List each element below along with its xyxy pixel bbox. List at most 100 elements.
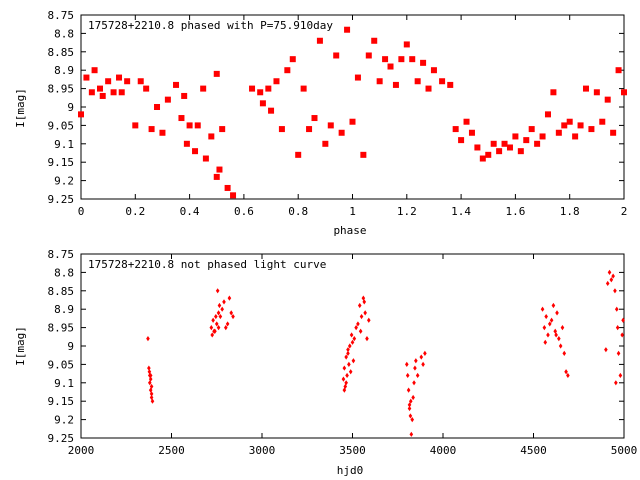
data-point	[344, 354, 348, 360]
data-point	[577, 122, 584, 129]
data-point	[295, 151, 302, 158]
x-tick-label: 0	[78, 205, 85, 218]
data-point	[208, 133, 215, 140]
data-point	[414, 78, 421, 85]
y-tick-label: 8.75	[48, 248, 75, 261]
x-tick-label: 3500	[339, 444, 366, 457]
data-point	[289, 56, 296, 63]
x-tick-label: 3000	[249, 444, 276, 457]
data-point	[562, 350, 567, 356]
data-point	[257, 89, 264, 96]
data-point	[409, 56, 416, 63]
data-point	[159, 129, 166, 136]
data-point	[605, 280, 610, 287]
data-points	[146, 269, 625, 437]
data-point	[231, 313, 235, 320]
plot-frame	[80, 253, 625, 439]
data-point	[78, 111, 84, 118]
data-point	[202, 155, 209, 162]
data-point	[554, 332, 558, 338]
data-point	[220, 306, 224, 312]
y-axis-label: I[mag]	[14, 326, 27, 366]
data-point	[599, 118, 606, 125]
data-point	[91, 67, 98, 74]
data-point	[183, 140, 190, 147]
x-tick-label: 0.8	[288, 205, 308, 218]
data-point	[406, 387, 411, 393]
y-tick-label: 9.1	[54, 138, 74, 151]
data-point	[354, 325, 358, 331]
y-tick-label: 8.9	[54, 64, 74, 77]
data-point	[447, 81, 454, 88]
data-point	[148, 376, 153, 382]
data-point	[546, 332, 550, 338]
data-point	[265, 85, 272, 92]
x-tick-label: 1	[349, 205, 356, 218]
data-point	[405, 361, 409, 367]
data-point	[421, 361, 425, 367]
data-point	[362, 299, 367, 305]
data-point	[382, 56, 389, 63]
data-point	[306, 126, 313, 133]
y-tick-labels: 8.75 8.8 8.85 8.9 8.95 9 9.05 9.1 9.15 9.2 9.25	[48, 248, 75, 445]
data-point	[560, 325, 565, 331]
data-point	[116, 74, 123, 81]
data-point	[468, 129, 475, 136]
y-tick-label: 8.8	[54, 27, 74, 40]
data-point	[217, 302, 222, 309]
data-point	[387, 63, 394, 70]
data-point	[616, 350, 621, 356]
y-tick-label: 9.05	[48, 358, 75, 371]
data-point	[534, 140, 541, 147]
data-point	[544, 111, 551, 118]
data-point	[607, 269, 612, 275]
y-tick-label: 8.95	[48, 322, 75, 335]
data-point	[407, 405, 412, 412]
data-point	[357, 302, 362, 309]
data-point	[222, 299, 226, 305]
data-point	[609, 277, 614, 283]
data-point	[211, 317, 215, 323]
data-point	[146, 336, 150, 342]
data-point	[506, 144, 513, 151]
data-point	[543, 339, 548, 345]
data-point	[610, 129, 617, 136]
data-point	[209, 325, 214, 331]
data-point	[405, 372, 410, 379]
data-point	[425, 85, 432, 92]
data-point	[615, 325, 620, 331]
data-point	[551, 302, 556, 309]
data-point	[523, 137, 530, 144]
data-point	[363, 310, 367, 316]
data-point	[517, 148, 524, 155]
data-point	[349, 332, 354, 338]
data-point	[566, 372, 570, 379]
data-point	[547, 321, 552, 327]
x-tick-label: 0.4	[180, 205, 200, 218]
data-point	[408, 413, 413, 419]
data-point	[621, 89, 627, 96]
data-point	[284, 67, 291, 74]
data-point	[194, 122, 201, 129]
data-point	[343, 383, 348, 390]
data-point	[618, 372, 623, 379]
x-tick-label: 0.2	[125, 205, 145, 218]
x-tick-label: 2	[621, 205, 628, 218]
x-tick-label: 1.4	[451, 205, 471, 218]
tick-marks	[80, 14, 625, 200]
data-point	[463, 118, 470, 125]
data-point	[350, 339, 355, 345]
data-point	[430, 67, 437, 74]
data-point	[349, 118, 356, 125]
data-point	[124, 78, 131, 85]
data-point	[273, 78, 280, 85]
data-point	[361, 295, 366, 301]
data-point	[501, 140, 508, 147]
data-point	[338, 129, 345, 136]
data-point	[588, 126, 595, 133]
data-point	[490, 140, 497, 147]
y-tick-label: 9.15	[48, 395, 75, 408]
data-point	[154, 104, 161, 110]
data-point	[149, 394, 154, 401]
